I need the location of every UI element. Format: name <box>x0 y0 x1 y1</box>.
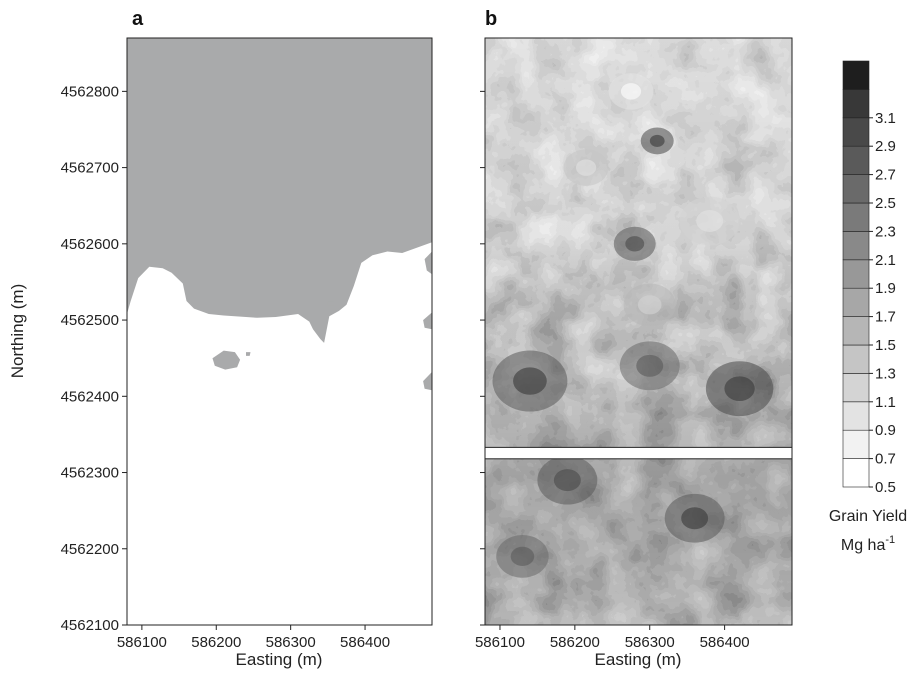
panel-a-patch <box>423 371 432 391</box>
panel-b-x-tick-label: 586400 <box>700 634 750 651</box>
legend-swatch <box>842 145 870 175</box>
panel-b-yield-hotspot-core <box>510 546 535 566</box>
panel-b-yield-hotspot-core <box>696 209 724 232</box>
panel-b-yield-hotspot-core <box>625 236 645 252</box>
panel-a-patch <box>327 301 334 306</box>
legend-unit-base: Mg ha <box>841 537 886 554</box>
panel-b-yield-hotspot-core <box>681 507 709 530</box>
panel-a-y-tick-label: 4562700 <box>61 160 119 177</box>
legend-swatch <box>842 401 870 431</box>
legend-swatch <box>842 202 870 232</box>
panel-a-x-tick-label: 586300 <box>266 634 316 651</box>
panel-b-yield-hotspot-core <box>637 295 662 315</box>
panel-a-y-tick-label: 4562400 <box>61 388 119 405</box>
panel-a-y-tick-label: 4562800 <box>61 83 119 100</box>
panel-a-y-tick-label: 4562500 <box>61 312 119 329</box>
panel-a-y-tick-label: 4562100 <box>61 617 119 634</box>
panel-a-patch <box>423 312 432 330</box>
legend-level-label: 2.9 <box>875 138 896 155</box>
legend-swatch <box>842 316 870 346</box>
legend-level-label: 1.1 <box>875 394 896 411</box>
panel-b-x-tick-label: 586300 <box>625 634 675 651</box>
legend-swatch <box>842 429 870 459</box>
legend-level-label: 1.7 <box>875 309 896 326</box>
panel-b-yield-hotspot-core <box>575 159 597 176</box>
panel-a-x-tick-label: 586400 <box>340 634 390 651</box>
panel-a: 4562100 4562200 4562300 4562400 4562500 45626… <box>8 37 433 669</box>
panel-a-x-tick-label: 586100 <box>117 634 167 651</box>
panel-a-frame <box>126 37 433 626</box>
legend-swatch <box>842 373 870 403</box>
legend-level-label: 0.9 <box>875 422 896 439</box>
legend-level-label: 3.1 <box>875 110 896 127</box>
legend-level-label: 2.5 <box>875 195 896 212</box>
panel-b-x-tick-label: 586200 <box>550 634 600 651</box>
legend-level-label: 0.7 <box>875 451 896 468</box>
legend-level-label: 1.9 <box>875 280 896 297</box>
legend-swatch <box>842 287 870 317</box>
legend-level-label: 1.3 <box>875 365 896 382</box>
panel-b-yield-hotspot-core <box>724 376 755 402</box>
panel-a-patch <box>246 352 251 356</box>
panel-b-yield-trend <box>485 38 792 625</box>
panel-b-x-axis-title: Easting (m) <box>595 650 682 669</box>
panel-a-x-tick-label: 586200 <box>191 634 241 651</box>
panel-a-x-axis-title: Easting (m) <box>236 650 323 669</box>
legend-level-label: 2.7 <box>875 167 896 184</box>
color-legend: 0.5 0.7 0.9 1.1 1.3 1.5 1.7 1.9 2.1 2.3 2.5 2.7 2.9 3… <box>829 60 907 554</box>
legend-swatch <box>842 89 870 119</box>
panel-a-patch <box>424 251 432 275</box>
legend-unit-exponent: -1 <box>885 534 895 546</box>
panel-a-y-tick-label: 4562200 <box>61 541 119 558</box>
panel-a-patch <box>212 350 241 370</box>
legend-swatch <box>842 458 870 488</box>
legend-level-label: 2.1 <box>875 252 896 269</box>
legend-level-label: 2.3 <box>875 223 896 240</box>
legend-swatch <box>842 60 870 90</box>
panel-a-label: a <box>132 8 144 30</box>
legend-unit: Mg ha-1 <box>841 534 895 554</box>
legend-swatch <box>842 259 870 289</box>
legend-title: Grain Yield <box>829 508 907 525</box>
panel-a-y-tick-label: 4562600 <box>61 236 119 253</box>
panel-b-frame <box>484 37 793 626</box>
panel-b-yield-hotspot-core <box>553 469 581 492</box>
panel-b-x-tick-label: 586100 <box>475 634 525 651</box>
legend-swatch <box>842 174 870 204</box>
panel-b-yield-hotspot-core <box>513 367 547 395</box>
panel-b-label: b <box>485 8 497 30</box>
panel-b-yield-hotspot-core <box>620 83 642 100</box>
panel-b-yield-hotspot-core <box>636 354 664 377</box>
panel-a-region <box>127 38 432 343</box>
legend-swatch <box>842 344 870 374</box>
legend-level-label: 0.5 <box>875 479 896 496</box>
legend-swatch <box>842 117 870 147</box>
panel-b-yield-hotspot-core <box>649 134 665 147</box>
panel-b: 586100 586200 586300 586400 Easting (m) <box>475 37 793 669</box>
panel-b-gap-band <box>485 446 792 460</box>
panel-a-y-tick-label: 4562300 <box>61 465 119 482</box>
legend-swatch <box>842 231 870 261</box>
legend-level-label: 1.5 <box>875 337 896 354</box>
panel-a-y-axis-title: Northing (m) <box>8 284 27 378</box>
